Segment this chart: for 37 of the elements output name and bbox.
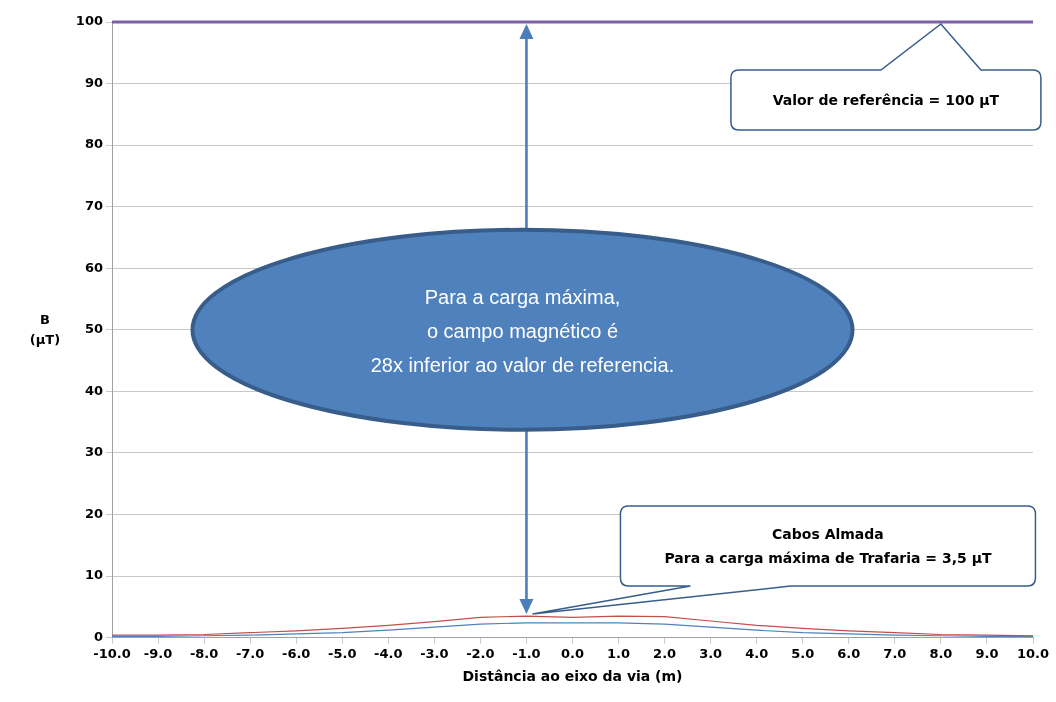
y-tick-label: 10 bbox=[84, 567, 103, 583]
y-axis-title: B (µT) bbox=[28, 310, 62, 349]
y-tick-label: 90 bbox=[84, 74, 103, 90]
annotation: Cabos Almada Para a carga máxima de Trafaria = 3,5 µT bbox=[663, 525, 993, 569]
x-tick-label: 6.0 bbox=[837, 645, 861, 661]
y-tick-label: 20 bbox=[84, 505, 103, 521]
y-tick-label: 0 bbox=[93, 628, 103, 644]
x-tick-label: 8.0 bbox=[929, 645, 953, 661]
x-tick-label: -4.0 bbox=[374, 645, 403, 661]
x-tick-label: 3.0 bbox=[699, 645, 723, 661]
x-axis-title: Distância ao eixo da via (m) bbox=[462, 668, 683, 685]
x-tick-label: 2.0 bbox=[653, 645, 677, 661]
x-tick-label: -6.0 bbox=[281, 645, 311, 661]
x-tick-label: 9.0 bbox=[975, 645, 999, 661]
x-tick-label: 5.0 bbox=[791, 645, 815, 661]
y-tick-label: 70 bbox=[84, 198, 103, 214]
x-tick-label: 4.0 bbox=[745, 645, 769, 661]
x-tick-label: -1.0 bbox=[512, 645, 541, 661]
annotation: Para a carga máxima, o campo magnético é 28x inferior ao valor de referencia. bbox=[369, 284, 676, 378]
x-tick-label: 10.0 bbox=[1016, 645, 1050, 661]
x-tick-label: -7.0 bbox=[235, 645, 265, 661]
y-tick-label: 30 bbox=[84, 444, 103, 460]
y-tick-label: 100 bbox=[75, 13, 103, 29]
y-tick-label: 60 bbox=[84, 259, 103, 275]
y-tick-label: 50 bbox=[84, 321, 103, 337]
y-tick-label: 40 bbox=[84, 382, 103, 398]
x-tick-label: -3.0 bbox=[420, 645, 449, 661]
x-tick-label: -5.0 bbox=[328, 645, 357, 661]
x-tick-label: 7.0 bbox=[883, 645, 907, 661]
y-tick-label: 80 bbox=[84, 136, 103, 152]
x-tick-label: 1.0 bbox=[607, 645, 631, 661]
x-tick-label: -9.0 bbox=[143, 645, 173, 661]
x-tick-label: -10.0 bbox=[93, 645, 131, 661]
x-tick-label: -2.0 bbox=[466, 645, 495, 661]
annotation: Valor de referência = 100 µT bbox=[771, 91, 1001, 110]
x-tick-label: 0.0 bbox=[560, 645, 585, 661]
x-tick-label: -8.0 bbox=[189, 645, 219, 661]
